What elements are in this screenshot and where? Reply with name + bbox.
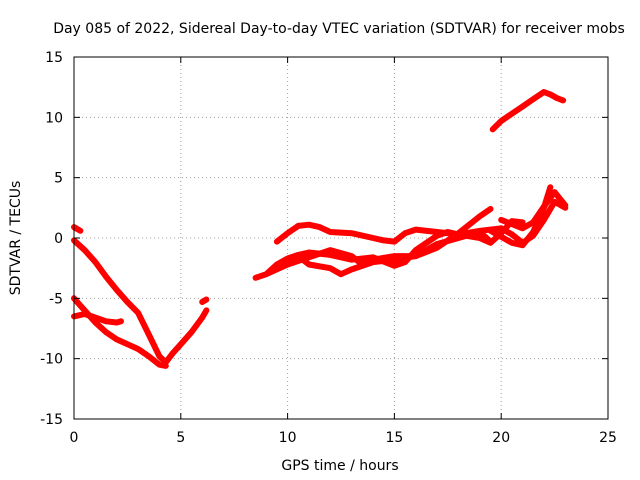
x-tick-label: 10: [279, 430, 297, 446]
series-arc-b: [71, 295, 169, 369]
y-tick-label: -5: [49, 291, 63, 307]
series-arc-k: [498, 189, 569, 232]
tick-layer: 0 5 10 15 20 25 -15 -10 -5 0 5 10 15: [40, 50, 617, 446]
y-tick-label: -15: [40, 412, 63, 428]
x-tick-label: 25: [599, 430, 617, 446]
x-tick-label: 15: [385, 430, 403, 446]
series-layer: [71, 89, 569, 369]
x-tick-label: 5: [176, 430, 185, 446]
y-axis-label: SDTVAR / TECUs: [8, 181, 24, 296]
y-tick-label: 5: [54, 171, 63, 187]
y-tick-label: 0: [54, 231, 63, 247]
series-arc-d: [71, 224, 84, 234]
x-tick-label: 20: [492, 430, 510, 446]
y-tick-label: -10: [40, 352, 63, 368]
series-arc-c: [71, 311, 124, 326]
series-arc-j: [295, 206, 494, 278]
series-arc-e: [199, 296, 210, 305]
y-tick-label: 15: [45, 50, 63, 66]
y-tick-label: 10: [45, 110, 63, 126]
series-arc-f: [489, 89, 567, 133]
series-arc-l: [487, 184, 554, 249]
x-tick-label: 0: [70, 430, 79, 446]
series-arc-a: [71, 237, 210, 366]
chart-title: Day 085 of 2022, Sidereal Day-to-day VTE…: [53, 21, 625, 37]
x-axis-label: GPS time / hours: [281, 458, 398, 474]
